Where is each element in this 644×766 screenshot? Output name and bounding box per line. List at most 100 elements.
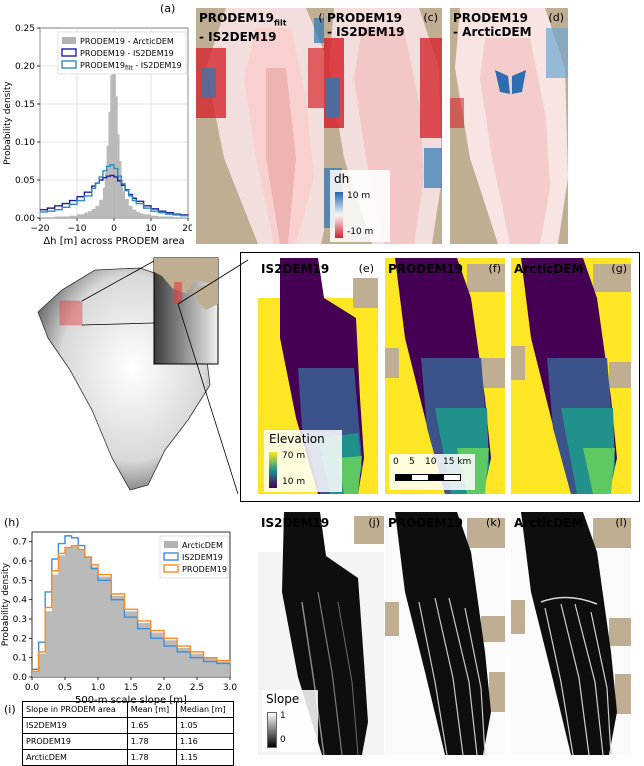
y-tick-label: 0.25 <box>15 24 35 34</box>
table-header-cell: Mean [m] <box>126 701 177 718</box>
x-tick-label: −20 <box>31 224 50 234</box>
scale-tick-15: 15 km <box>443 457 472 467</box>
greenland-overview-map <box>37 257 249 495</box>
table-row: PRODEM19 1.78 1.16 <box>22 733 235 750</box>
map-title-b: PRODEM19filt - IS2DEM19 <box>199 11 287 45</box>
y-tick-label: 0.20 <box>15 62 35 72</box>
elevation-colorbar-gradient <box>269 452 277 488</box>
y-tick-label: 0.15 <box>15 100 35 110</box>
x-tick-label: 2.5 <box>190 683 204 693</box>
legend-swatch <box>163 564 179 573</box>
legend-entry: PRODEM19 - ArcticDEM <box>80 37 174 46</box>
series-line-1 <box>32 535 231 670</box>
legend-entry: IS2DEM19 <box>182 553 223 562</box>
legend-box <box>57 31 187 75</box>
legend-entry: ArcticDEM <box>182 541 223 550</box>
map-panel-c: PRODEM19- IS2DEM19 (c) dh 10 m -10 m <box>324 8 442 244</box>
map-panel-l: ArcticDEM (l) <box>511 512 631 755</box>
dh-colorbar-max: 10 m <box>347 191 371 201</box>
legend-entry: PRODEM19 <box>182 565 227 574</box>
map-panel-j: IS2DEM19 (j) Slope 1 0 <box>258 512 384 755</box>
map-title-f: PRODEM19 <box>388 262 464 276</box>
table-header-cell: Median [m] <box>175 701 235 718</box>
map-title-k: PRODEM19 <box>388 516 464 530</box>
table-cell: 1.78 <box>126 749 177 766</box>
table-cell: ArcticDEM <box>22 749 128 766</box>
dh-colorbar-gradient <box>335 192 343 238</box>
elevation-colorbar-title: Elevation <box>269 432 325 446</box>
table-cell: 1.16 <box>175 733 235 750</box>
map-panel-d: PRODEM19- ArcticDEM (d) <box>450 8 568 244</box>
table-header-cell: Slope in PRODEM area <box>22 701 128 718</box>
x-tick-label: 0 <box>111 224 117 234</box>
series-line-2 <box>40 164 189 217</box>
table-row: IS2DEM19 1.65 1.05 <box>22 717 235 734</box>
y-tick-label: 0.3 <box>13 615 27 625</box>
histogram-dh-chart: −20 −10 0 10 20 0.00 0.05 0.10 0.15 0.20 0.25 Δh [m… <box>3 24 192 247</box>
scale-tick-0: 0 <box>393 457 399 467</box>
histogram-slope-chart: 0.0 0.5 1.0 1.5 2.0 2.5 3.0 0.0 0.1 0.2 0.3 0.4 0.5 0… <box>1 531 238 706</box>
x-tick-label: 1.5 <box>124 683 138 693</box>
map-panel-e: IS2DEM19 (e) Elevation 70 m 10 m <box>258 258 378 494</box>
x-tick-label: 0.5 <box>58 683 72 693</box>
map-title-g: ArcticDEM <box>514 262 584 276</box>
panel-label-a: (a) <box>160 2 176 15</box>
x-tick-label: 2.0 <box>157 683 172 693</box>
legend-swatch <box>164 541 178 548</box>
series-line-1 <box>40 174 189 216</box>
legend-swatch <box>61 48 77 57</box>
legend-swatch <box>62 37 76 44</box>
y-tick-label: 0.05 <box>15 176 35 186</box>
panel-label-k: (k) <box>486 516 501 529</box>
table-cell: 1.15 <box>175 749 235 766</box>
map-panel-k: PRODEM19 (k) <box>385 512 505 755</box>
table-cell: 1.05 <box>175 717 235 734</box>
legend-entry: PRODEM19 - IS2DEM19 <box>80 49 174 58</box>
panel-label-l: (l) <box>615 516 627 529</box>
slope-colorbar: Slope 1 0 <box>262 690 318 752</box>
map-panel-g: ArcticDEM (g) <box>511 258 631 494</box>
map-title-d: PRODEM19- ArcticDEM <box>453 11 532 39</box>
table-header-row: Slope in PRODEM area Mean [m] Median [m] <box>22 701 235 718</box>
dh-colorbar: dh 10 m -10 m <box>330 170 390 242</box>
map-title-j: IS2DEM19 <box>261 516 330 530</box>
table-row: ArcticDEM 1.78 1.15 <box>22 749 235 766</box>
scale-tick-10: 10 <box>425 457 437 467</box>
scale-tick-5: 5 <box>409 457 415 467</box>
table-cell: IS2DEM19 <box>22 717 128 734</box>
x-axis-label: Δh [m] across PRODEM area <box>43 236 184 247</box>
series-fill-0 <box>40 49 188 218</box>
y-tick-label: 0.2 <box>13 634 27 644</box>
scale-bar-graphic <box>395 474 461 481</box>
slope-colorbar-title: Slope <box>266 692 300 706</box>
legend-swatch <box>61 60 77 69</box>
map-title-l: ArcticDEM <box>514 516 584 530</box>
slope-colorbar-max: 1 <box>280 711 286 721</box>
panel-label-f: (f) <box>488 262 501 275</box>
table-cell: PRODEM19 <box>22 733 128 750</box>
x-tick-label: 3.0 <box>223 683 238 693</box>
dh-colorbar-title: dh <box>334 172 350 186</box>
y-tick-label: 0.1 <box>13 654 27 664</box>
y-tick-label: 0.10 <box>15 138 35 148</box>
y-tick-label: 0.7 <box>13 538 27 548</box>
panel-label-h: (h) <box>4 516 20 529</box>
y-tick-label: 0.00 <box>15 214 35 224</box>
slope-colorbar-gradient <box>267 712 277 748</box>
map-title-e: IS2DEM19 <box>261 262 330 276</box>
y-tick-label: 0.4 <box>13 596 28 606</box>
scale-bar: 0 5 10 15 km <box>389 454 475 490</box>
slope-colorbar-min: 0 <box>280 735 286 745</box>
dh-colorbar-min: -10 m <box>347 227 374 237</box>
elevation-colorbar: Elevation 70 m 10 m <box>264 430 342 492</box>
map-panel-b: PRODEM19filt - IS2DEM19 (b) <box>196 8 338 244</box>
elevation-colorbar-min: 10 m <box>282 477 306 487</box>
x-axis-label: 500-m scale slope [m] <box>75 695 187 706</box>
y-tick-label: 0.5 <box>13 576 27 586</box>
x-tick-label: 1.0 <box>91 683 106 693</box>
x-tick-label: 0.0 <box>25 683 40 693</box>
panel-label-d: (d) <box>548 11 564 24</box>
panel-label-c: (c) <box>423 11 438 24</box>
study-area-box <box>59 300 83 326</box>
map-title-c: PRODEM19- IS2DEM19 <box>327 11 405 39</box>
